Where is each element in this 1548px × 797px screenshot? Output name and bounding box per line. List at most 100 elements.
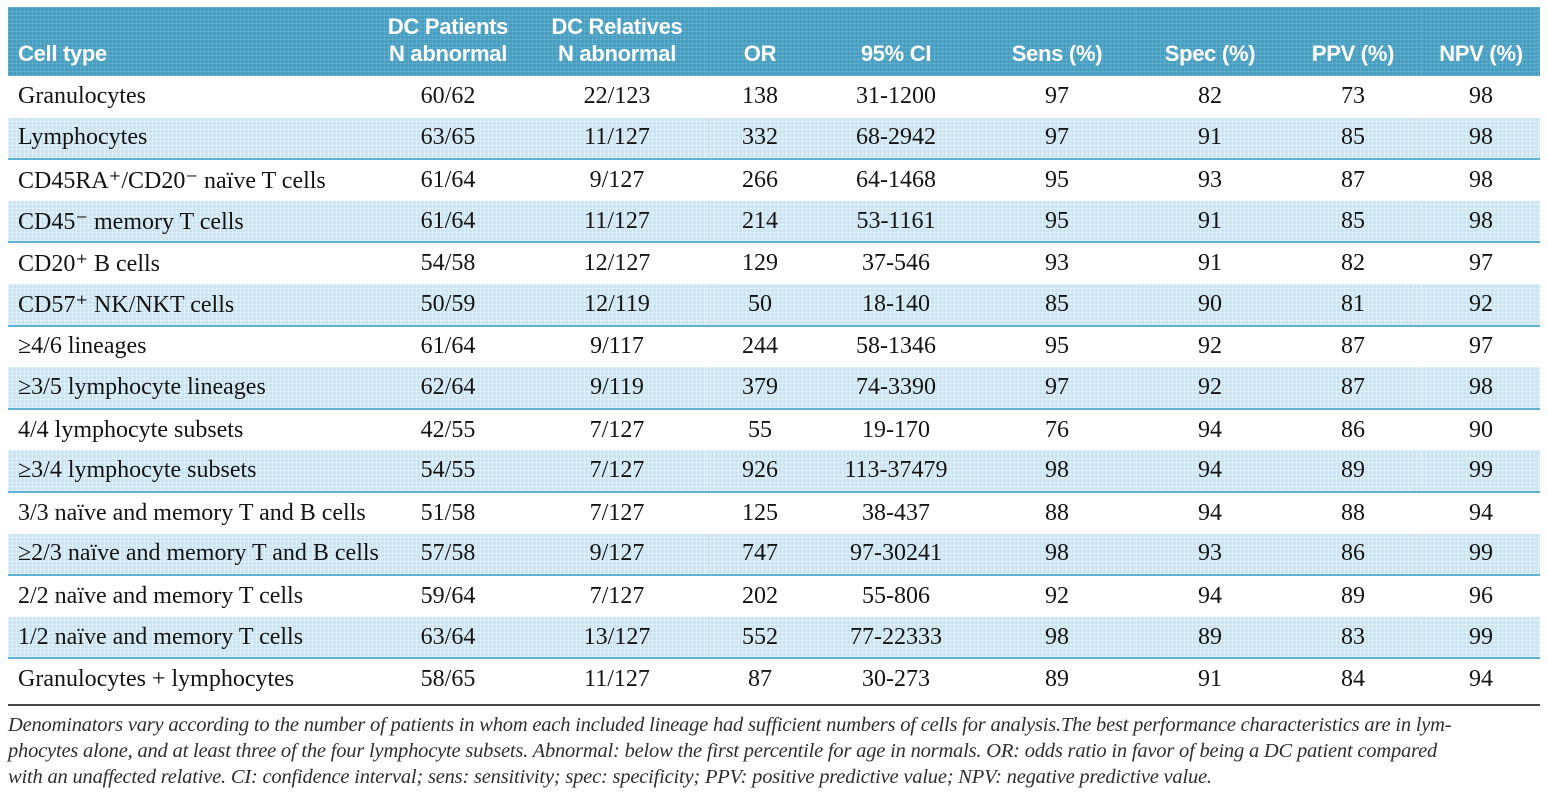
cell-spec: 94	[1198, 499, 1222, 526]
cell-sens: 98	[978, 533, 1136, 577]
cell-cell-type: 3/3 naïve and memory T and B cells	[18, 499, 366, 526]
cell-dc-relatives: 7/127	[589, 416, 645, 443]
cell-npv: 98	[1422, 367, 1540, 410]
cell-dc-patients: 51/58	[420, 499, 476, 526]
cell-spec: 90	[1136, 283, 1284, 327]
cell-cell-type: CD45⁻ memory T cells	[8, 200, 368, 244]
cell-sens: 76	[1045, 416, 1069, 443]
cell-cell-type: Granulocytes	[18, 83, 146, 110]
cell-cell-type: ≥3/4 lymphocyte subsets	[8, 450, 368, 493]
cell-ci: 97-30241	[814, 533, 978, 577]
footnote-line-2: phocytes alone, and at least three of th…	[8, 740, 1438, 762]
cell-or: 926	[706, 450, 814, 493]
cell-dc-patients: 59/64	[420, 582, 476, 609]
cell-npv: 92	[1422, 283, 1540, 327]
footnote-divider-rule	[8, 704, 1540, 706]
table-footnote: Denominators vary according to the numbe…	[8, 712, 1546, 790]
cell-dc-patients: 61/64	[420, 333, 476, 360]
cell-npv: 90	[1469, 416, 1493, 443]
cell-ci: 19-170	[862, 416, 930, 443]
cell-or: 747	[706, 533, 814, 577]
cell-or: 332	[706, 117, 814, 161]
cell-or: 244	[742, 333, 778, 360]
cell-dc-relatives: 9/119	[528, 367, 706, 410]
cell-sens: 95	[1045, 166, 1069, 193]
cell-ci: 68-2942	[814, 117, 978, 161]
cell-dc-relatives: 13/127	[528, 616, 706, 660]
cell-dc-relatives: 11/127	[528, 200, 706, 244]
cell-or: 55	[748, 416, 772, 443]
cell-sens: 93	[1045, 250, 1069, 277]
cell-ci: 55-806	[862, 582, 930, 609]
cell-dc-relatives: 9/127	[528, 533, 706, 577]
cell-ppv: 83	[1284, 616, 1422, 660]
table-row: ≥3/5 lymphocyte lineages 62/64 9/119 379 74-…	[8, 367, 1540, 410]
cell-cell-type: ≥2/3 naïve and memory T and B cells	[8, 533, 379, 577]
col-header-spec: Spec (%)	[1136, 7, 1284, 76]
cell-cell-type: ≥3/5 lymphocyte lineages	[8, 367, 368, 410]
cell-ppv: 73	[1341, 83, 1365, 110]
cell-ppv: 85	[1284, 200, 1422, 244]
cell-spec: 91	[1136, 117, 1284, 161]
col-header-npv: NPV (%)	[1422, 7, 1540, 76]
cell-npv: 98	[1469, 166, 1493, 193]
footnote-line-1: Denominators vary according to the numbe…	[8, 714, 1452, 736]
table-row: ≥4/6 lineages 61/64 9/117 244 58-1346 95 92 87 9…	[8, 326, 1540, 368]
cell-ppv: 82	[1341, 250, 1365, 277]
footnote-line-3: with an unaffected relative. CI: confide…	[8, 766, 1212, 788]
cell-spec: 91	[1198, 666, 1222, 693]
cell-sens: 85	[978, 283, 1136, 327]
cell-dc-patients: 62/64	[368, 367, 528, 410]
table-row: Lymphocytes 63/65 11/127 332 68-2942 97 91 85 98	[8, 117, 1540, 161]
cell-sens: 98	[978, 450, 1136, 493]
cell-ppv: 86	[1284, 533, 1422, 577]
cell-spec: 93	[1198, 166, 1222, 193]
cell-or: 129	[742, 250, 778, 277]
cell-dc-relatives: 9/127	[589, 166, 645, 193]
cell-ci: 64-1468	[856, 166, 936, 193]
cell-dc-relatives: 11/127	[584, 666, 650, 693]
cell-spec: 94	[1198, 416, 1222, 443]
cell-sens: 92	[1045, 582, 1069, 609]
cell-spec: 91	[1136, 200, 1284, 244]
cell-ppv: 86	[1341, 416, 1365, 443]
col-header-sens: Sens (%)	[978, 7, 1136, 76]
cell-dc-patients: 42/55	[420, 416, 476, 443]
cell-ppv: 87	[1284, 367, 1422, 410]
table-row: ≥3/4 lymphocyte subsets 54/55 7/127 926 113-…	[8, 450, 1540, 493]
cell-ppv: 89	[1284, 450, 1422, 493]
col-header-cell-type: Cell type	[8, 7, 368, 76]
cell-ci: 30-273	[862, 666, 930, 693]
cell-ci: 113-37479	[814, 450, 978, 493]
table-row: Granulocytes 60/62 22/123 138 31-1200 97 82 73 9…	[8, 76, 1540, 118]
cell-ci: 53-1161	[814, 200, 978, 244]
cell-spec: 93	[1136, 533, 1284, 577]
cell-ppv: 81	[1284, 283, 1422, 327]
cell-cell-type: CD45RA⁺/CD20⁻ naïve T cells	[18, 167, 326, 194]
cell-sens: 95	[1045, 333, 1069, 360]
cell-ci: 37-546	[862, 250, 930, 277]
cell-npv: 94	[1469, 499, 1493, 526]
cell-cell-type: Granulocytes + lymphocytes	[18, 666, 295, 693]
cell-dc-patients: 54/55	[368, 450, 528, 493]
cell-dc-patients: 61/64	[420, 166, 476, 193]
cell-or: 552	[706, 616, 814, 660]
cell-ci: 77-22333	[814, 616, 978, 660]
cell-ppv: 87	[1341, 166, 1365, 193]
table-row: CD45⁻ memory T cells 61/64 11/127 214 53-116…	[8, 200, 1540, 244]
cell-dc-patients: 63/65	[368, 117, 528, 161]
cell-sens: 95	[978, 200, 1136, 244]
cell-spec: 92	[1198, 333, 1222, 360]
table-row: 2/2 naïve and memory T cells 59/64 7/127 20…	[8, 575, 1540, 617]
cell-ci: 58-1346	[856, 333, 936, 360]
cell-ci: 18-140	[814, 283, 978, 327]
cell-npv: 97	[1469, 333, 1493, 360]
cell-npv: 97	[1469, 250, 1493, 277]
cell-npv: 98	[1422, 117, 1540, 161]
cell-or: 379	[706, 367, 814, 410]
table-row: 4/4 lymphocyte subsets 42/55 7/127 55 19-170…	[8, 409, 1540, 451]
cell-spec: 91	[1198, 250, 1222, 277]
cell-dc-patients: 54/58	[420, 250, 476, 277]
cell-dc-relatives: 22/123	[583, 83, 651, 110]
